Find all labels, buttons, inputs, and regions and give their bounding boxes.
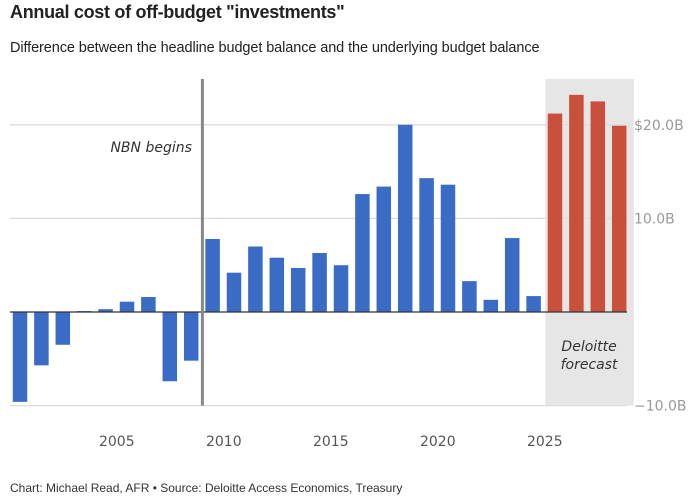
bar-actual-2024 [526,296,541,312]
bar-actual-2006 [141,297,156,312]
forecast-label-line2: forecast [561,357,618,373]
bar-actual-2010 [226,272,242,312]
bar-actual-2007 [162,312,178,382]
bar-actual-2018 [397,124,413,312]
bar-actual-2004 [98,309,113,312]
bar-actual-2000 [12,312,28,402]
bar-actual-2017 [376,186,392,312]
bar-actual-2013 [290,268,306,312]
x-tick-label: 2010 [206,434,242,450]
bar-actual-2008 [183,312,199,361]
bar-forecast-2027 [590,101,606,313]
x-tick-label: 2020 [420,434,456,450]
nbn-begins-label: NBN begins [110,140,191,156]
chart-source-credit: Chart: Michael Read, AFR • Source: Deloi… [10,481,403,495]
bar-forecast-2026 [569,94,584,313]
bar-forecast-2025 [547,113,563,313]
bar-actual-2014 [312,253,327,312]
bar-actual-2009 [205,238,220,312]
x-tick-label: 2015 [313,434,349,450]
bar-actual-2022 [483,299,499,312]
bar-actual-2001 [34,312,49,366]
chart-title: Annual cost of off-budget "investments" [10,2,345,22]
forecast-label-line1: Deloitte [561,339,616,355]
y-tick-label: −10.0B [634,399,687,415]
bar-actual-2020 [440,184,456,312]
bar-actual-2016 [355,194,370,312]
x-tick-label: 2005 [99,434,135,450]
bar-actual-2012 [269,257,285,312]
bar-actual-2011 [248,246,263,312]
y-tick-label: $20.0B [634,118,684,134]
bar-actual-2019 [419,178,434,312]
y-tick-label: 10.0B [634,211,675,227]
bar-actual-2021 [462,281,477,312]
bar-actual-2023 [504,238,520,312]
bar-forecast-2028 [611,125,627,313]
x-tick-label: 2025 [527,434,563,450]
bar-actual-2015 [333,265,349,312]
bar-actual-2002 [55,312,71,345]
bar-actual-2005 [119,301,135,312]
chart-subtitle: Difference between the headline budget b… [10,40,540,56]
